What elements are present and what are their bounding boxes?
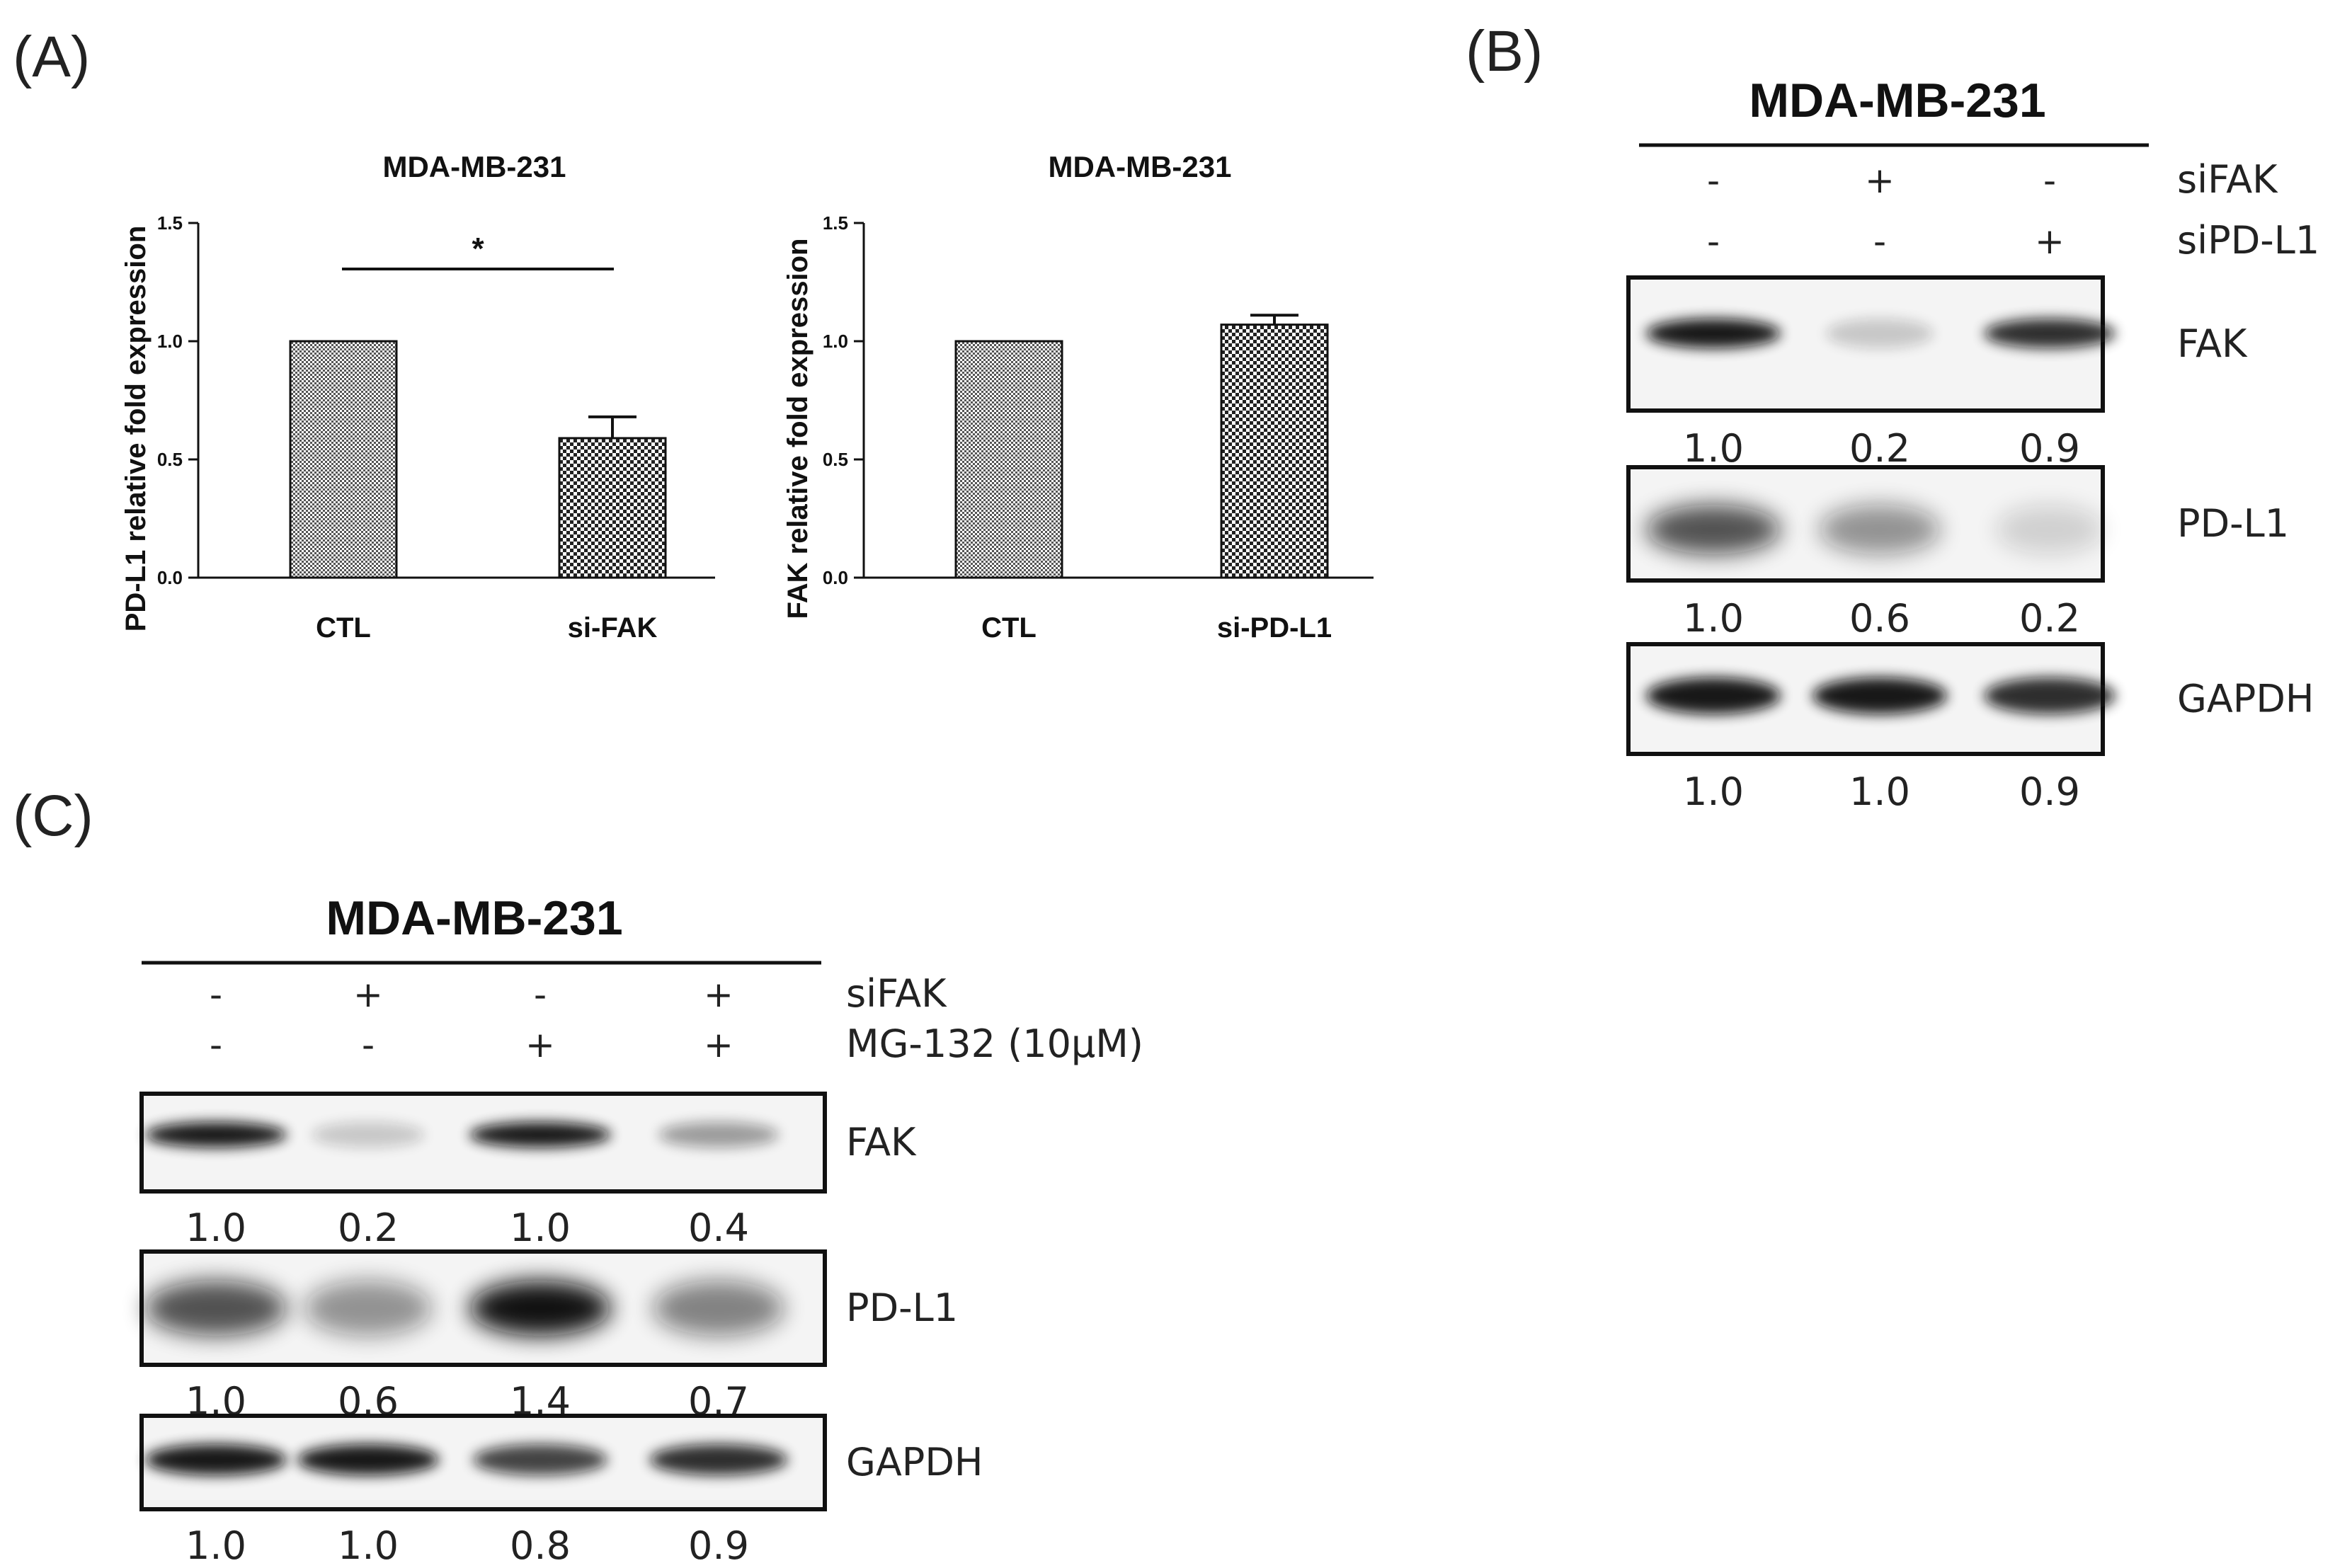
protein-label: GAPDH xyxy=(846,1440,983,1484)
treatment-sign: + xyxy=(704,974,733,1015)
quantification-value: 1.0 xyxy=(510,1206,571,1250)
significance-marker: * xyxy=(472,231,484,266)
quantification-value: 1.0 xyxy=(185,1523,246,1568)
bar xyxy=(558,437,667,579)
y-tick-label: 1.5 xyxy=(157,212,183,234)
blot-band xyxy=(469,1281,611,1336)
quantification-value: 1.0 xyxy=(1683,769,1744,814)
blot-band xyxy=(1646,505,1781,554)
treatment-label: siFAK xyxy=(846,971,947,1016)
western-blot-c: MDA-MB-231 - + - + siFAK - - + + MG-132 (10μM) FAK 1… xyxy=(139,891,1143,1568)
blot-band xyxy=(653,1281,784,1336)
treatment-sign: - xyxy=(2043,160,2056,201)
blot-band xyxy=(1646,677,1781,714)
treatment-sign: - xyxy=(1707,160,1720,201)
y-tick-label: 1.0 xyxy=(823,331,848,352)
panel-label-c: (C) xyxy=(13,784,93,848)
treatment-sign: + xyxy=(704,1024,733,1065)
quantification-value: 0.2 xyxy=(1849,426,1910,471)
y-axis-label: PD-L1 relative fold expression xyxy=(120,226,152,632)
category-label: CTL xyxy=(316,612,371,643)
treatment-sign: + xyxy=(353,974,383,1015)
y-tick-label: 0.0 xyxy=(157,567,183,588)
treatment-sign: + xyxy=(525,1024,555,1065)
blot-band xyxy=(1646,318,1781,348)
treatment-sign: - xyxy=(362,1024,375,1065)
quantification-value: 0.8 xyxy=(510,1523,571,1568)
blot-band xyxy=(658,1121,779,1148)
quantification-value: 0.9 xyxy=(2019,769,2080,814)
blot-band xyxy=(1984,318,2116,348)
protein-label: GAPDH xyxy=(2177,677,2314,721)
chart-title: MDA-MB-231 xyxy=(382,150,566,183)
treatment-label: MG-132 (10μM) xyxy=(846,1022,1143,1066)
chart-title: MDA-MB-231 xyxy=(1048,150,1231,183)
blot-band xyxy=(1826,318,1934,348)
panel-label-b: (B) xyxy=(1466,19,1543,84)
quantification-value: 0.2 xyxy=(2019,596,2080,641)
blot-band xyxy=(1984,677,2116,714)
blot-title: MDA-MB-231 xyxy=(326,891,622,945)
y-tick-label: 1.5 xyxy=(823,212,848,234)
blot-band xyxy=(473,1444,607,1476)
bar-chart-pdl1: MDA-MB-231 0.0 0.5 1.0 1.5PD-L1 relative fol… xyxy=(120,150,715,643)
quantification-value: 0.9 xyxy=(2019,426,2080,471)
treatment-sign: - xyxy=(210,1024,222,1065)
category-label: si-PD-L1 xyxy=(1217,612,1332,643)
blot-band xyxy=(1996,505,2103,554)
bar xyxy=(289,340,398,579)
quantification-value: 0.4 xyxy=(688,1206,749,1250)
y-tick-label: 0.5 xyxy=(823,449,848,470)
bar-chart-fak: MDA-MB-231 0.0 0.5 1.0 1.5 FAK relative fold … xyxy=(782,150,1374,643)
treatment-sign: - xyxy=(1873,221,1886,262)
blot-band xyxy=(304,1281,432,1336)
quantification-value: 1.0 xyxy=(1849,769,1910,814)
treatment-label: siPD-L1 xyxy=(2177,218,2319,263)
blot-band xyxy=(145,1444,287,1476)
quantification-value: 0.6 xyxy=(1849,596,1910,641)
treatment-label: siFAK xyxy=(2177,157,2278,202)
protein-label: FAK xyxy=(846,1120,917,1164)
bar xyxy=(954,340,1063,579)
category-label: CTL xyxy=(981,612,1037,643)
blot-band xyxy=(1819,505,1941,554)
quantification-value: 0.2 xyxy=(338,1206,399,1250)
quantification-value: 1.0 xyxy=(185,1206,246,1250)
treatment-sign: + xyxy=(1865,160,1895,201)
y-tick-label: 0.0 xyxy=(823,567,848,588)
blot-band xyxy=(469,1121,611,1148)
category-label: si-FAK xyxy=(568,612,658,643)
y-axis-label: FAK relative fold expression xyxy=(782,239,814,619)
bar xyxy=(1220,324,1329,579)
blot-title: MDA-MB-231 xyxy=(1749,74,2045,127)
y-tick-label: 1.0 xyxy=(157,331,183,352)
blot-band xyxy=(145,1121,287,1148)
blot-band xyxy=(297,1444,439,1476)
protein-label: FAK xyxy=(2177,321,2248,366)
treatment-sign: - xyxy=(534,974,547,1015)
quantification-value: 0.9 xyxy=(688,1523,749,1568)
protein-label: PD-L1 xyxy=(2177,501,2289,546)
blot-band xyxy=(1812,677,1947,714)
blot-band xyxy=(649,1444,788,1476)
treatment-sign: - xyxy=(1707,221,1720,262)
quantification-value: 1.0 xyxy=(1683,596,1744,641)
quantification-value: 1.0 xyxy=(338,1523,399,1568)
blot-band xyxy=(145,1281,287,1336)
blot-band xyxy=(312,1121,425,1148)
panel-label-a: (A) xyxy=(13,25,90,89)
treatment-sign: + xyxy=(2035,221,2065,262)
protein-label: PD-L1 xyxy=(846,1286,958,1330)
quantification-value: 1.0 xyxy=(1683,426,1744,471)
treatment-sign: - xyxy=(210,974,222,1015)
y-tick-label: 0.5 xyxy=(157,449,183,470)
